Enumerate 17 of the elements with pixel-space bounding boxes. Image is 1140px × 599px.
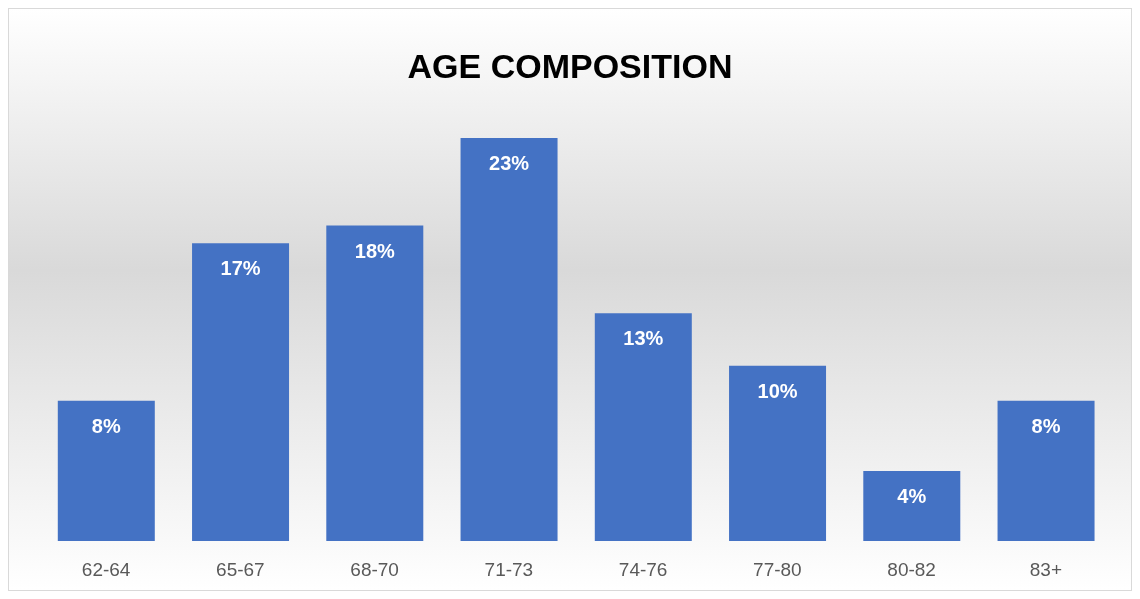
data-label: 13%: [623, 327, 664, 350]
x-tick-label: 74-76: [618, 559, 668, 581]
x-tick-label: 77-80: [753, 559, 802, 581]
data-label: 17%: [220, 257, 261, 280]
chart-title: AGE COMPOSITION: [406, 46, 734, 87]
data-label: 8%: [91, 415, 121, 438]
x-tick-label: 62-64: [81, 559, 131, 581]
data-label: 4%: [897, 485, 927, 508]
data-label: 10%: [757, 379, 798, 402]
x-tick-label: 68-70: [350, 559, 399, 581]
x-tick-label: 71-73: [484, 559, 534, 581]
data-label: 8%: [1031, 415, 1061, 438]
x-tick-label: 80-82: [887, 559, 936, 581]
data-label: 23%: [489, 152, 530, 175]
data-label: 18%: [354, 239, 396, 262]
x-tick-label: 65-67: [216, 559, 265, 581]
x-tick-label: 83+: [1029, 559, 1062, 581]
